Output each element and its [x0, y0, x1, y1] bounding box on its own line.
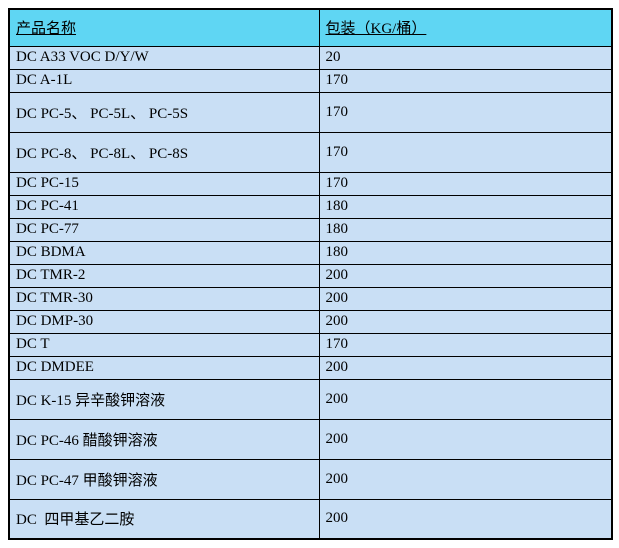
packaging-cell: 200 — [318, 286, 613, 311]
packaging-cell: 170 — [318, 171, 613, 196]
product-name-cell: DC PC-41 — [8, 194, 320, 219]
packaging-cell: 180 — [318, 240, 613, 265]
packaging-cell: 170 — [318, 332, 613, 357]
product-name-cell: DC PC-15 — [8, 171, 320, 196]
product-name-cell: DC BDMA — [8, 240, 320, 265]
product-name-cell: DC PC-47 甲酸钾溶液 — [8, 458, 320, 500]
table-row: DC PC-77 180 — [8, 217, 613, 242]
packaging-cell: 170 — [318, 68, 613, 93]
table-row: DC A-1L 170 — [8, 68, 613, 93]
packaging-cell: 200 — [318, 378, 613, 420]
table-row: DC K-15 异辛酸钾溶液 200 — [8, 378, 613, 420]
table-row: DC PC-8、 PC-8L、 PC-8S 170 — [8, 131, 613, 173]
table-row: DC BDMA 180 — [8, 240, 613, 265]
packaging-cell: 200 — [318, 458, 613, 500]
product-name-cell: DC PC-77 — [8, 217, 320, 242]
packaging-cell: 200 — [318, 263, 613, 288]
product-name-cell: DC T — [8, 332, 320, 357]
product-name-cell: DC DMP-30 — [8, 309, 320, 334]
product-name-cell: DC A33 VOC D/Y/W — [8, 45, 320, 70]
product-name-cell: DC K-15 异辛酸钾溶液 — [8, 378, 320, 420]
packaging-cell: 200 — [318, 355, 613, 380]
table-row: DC DMP-30 200 — [8, 309, 613, 334]
packaging-cell: 180 — [318, 194, 613, 219]
packaging-cell: 200 — [318, 309, 613, 334]
table-row: DC 四甲基乙二胺 200 — [8, 498, 613, 540]
product-name-cell: DC DMDEE — [8, 355, 320, 380]
header-packaging: 包装（KG/桶） — [318, 8, 613, 47]
table-row: DC TMR-2 200 — [8, 263, 613, 288]
packaging-cell: 200 — [318, 418, 613, 460]
table-row: DC PC-46 醋酸钾溶液 200 — [8, 418, 613, 460]
product-name-cell: DC PC-46 醋酸钾溶液 — [8, 418, 320, 460]
product-packaging-table: 产品名称 包装（KG/桶） DC A33 VOC D/Y/W 20 DC A-1L 1… — [8, 8, 613, 540]
product-name-cell: DC TMR-30 — [8, 286, 320, 311]
table-row: DC A33 VOC D/Y/W 20 — [8, 45, 613, 70]
product-name-cell: DC 四甲基乙二胺 — [8, 498, 320, 540]
table-row: DC PC-15 170 — [8, 171, 613, 196]
header-row: 产品名称 包装（KG/桶） — [8, 8, 613, 47]
packaging-cell: 170 — [318, 91, 613, 133]
product-name-cell: DC PC-5、 PC-5L、 PC-5S — [8, 91, 320, 133]
table-row: DC DMDEE 200 — [8, 355, 613, 380]
table-row: DC PC-41 180 — [8, 194, 613, 219]
header-product-name: 产品名称 — [8, 8, 320, 47]
packaging-cell: 180 — [318, 217, 613, 242]
product-name-cell: DC A-1L — [8, 68, 320, 93]
packaging-cell: 20 — [318, 45, 613, 70]
product-name-cell: DC PC-8、 PC-8L、 PC-8S — [8, 131, 320, 173]
packaging-cell: 200 — [318, 498, 613, 540]
table-row: DC T 170 — [8, 332, 613, 357]
packaging-cell: 170 — [318, 131, 613, 173]
table-row: DC PC-47 甲酸钾溶液 200 — [8, 458, 613, 500]
product-name-cell: DC TMR-2 — [8, 263, 320, 288]
table-header: 产品名称 包装（KG/桶） — [8, 8, 613, 47]
table-row: DC PC-5、 PC-5L、 PC-5S 170 — [8, 91, 613, 133]
table-row: DC TMR-30 200 — [8, 286, 613, 311]
table-body: DC A33 VOC D/Y/W 20 DC A-1L 170 DC PC-5、 PC-… — [8, 45, 613, 540]
